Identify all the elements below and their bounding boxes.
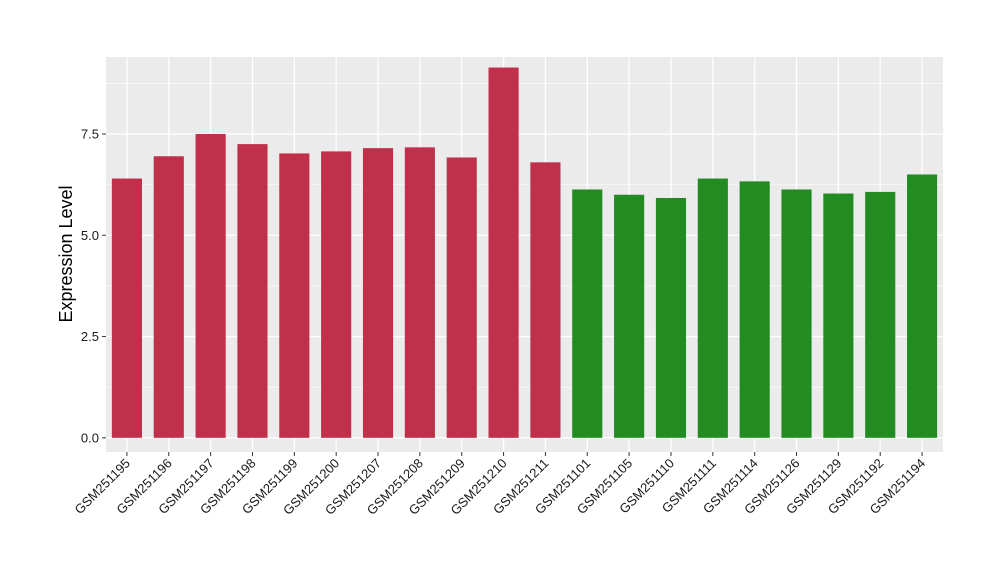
y-axis-ticks: 0.0 2.5 5.0 7.5 bbox=[81, 126, 106, 445]
y-tick-label: 2.5 bbox=[81, 329, 99, 344]
y-tick-label: 5.0 bbox=[81, 228, 99, 243]
bar-GSM251198 bbox=[237, 144, 268, 438]
bar-GSM251207 bbox=[362, 148, 394, 438]
y-tick-label: 7.5 bbox=[81, 126, 99, 141]
bar-GSM251105 bbox=[614, 194, 645, 438]
bar-GSM251194 bbox=[907, 174, 938, 438]
bar-GSM251209 bbox=[446, 157, 477, 438]
y-axis-title: Expression Level bbox=[56, 185, 76, 322]
plot-panel bbox=[106, 57, 943, 452]
bar-GSM251200 bbox=[321, 151, 352, 438]
bar-GSM251110 bbox=[655, 197, 687, 438]
bar-GSM251129 bbox=[823, 193, 854, 438]
bar-GSM251208 bbox=[404, 147, 435, 438]
bar-GSM251192 bbox=[865, 191, 896, 438]
bar-GSM251197 bbox=[195, 133, 226, 438]
bar-GSM251195 bbox=[111, 178, 142, 438]
bar-GSM251196 bbox=[153, 156, 184, 438]
bar-GSM251111 bbox=[697, 178, 728, 438]
y-tick-label: 0.0 bbox=[81, 430, 99, 445]
bar-GSM251126 bbox=[781, 189, 812, 438]
bar-GSM251114 bbox=[739, 181, 770, 438]
bar-GSM251211 bbox=[530, 162, 561, 438]
x-axis-ticks: GSM251195GSM251196GSM251197GSM251198GSM2… bbox=[72, 452, 928, 518]
bar-GSM251210 bbox=[488, 67, 519, 438]
bar-GSM251199 bbox=[279, 153, 310, 438]
bars bbox=[111, 67, 938, 438]
bar-GSM251101 bbox=[572, 189, 603, 438]
